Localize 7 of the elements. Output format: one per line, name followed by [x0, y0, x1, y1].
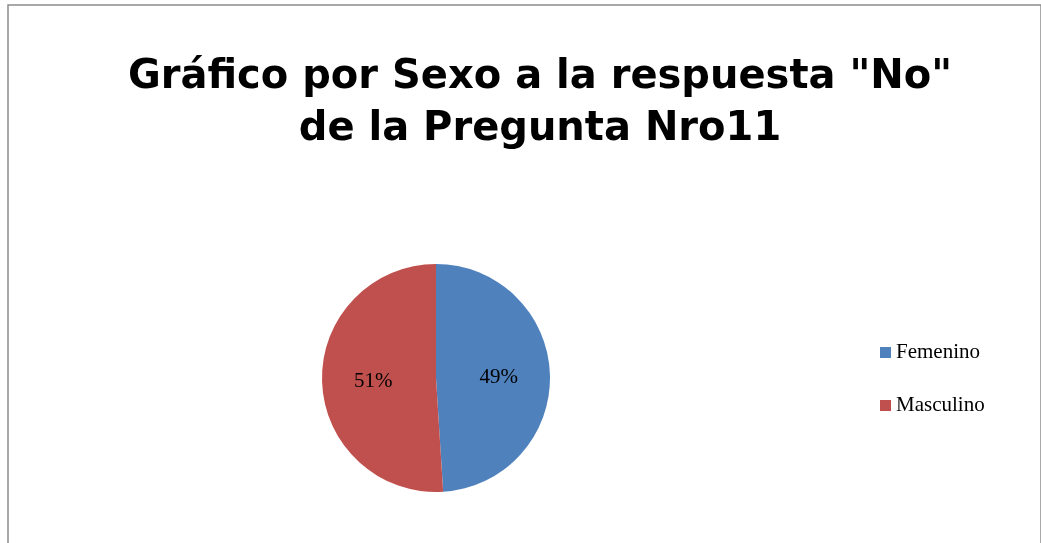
pie-slice — [436, 264, 550, 492]
data-label: 49% — [479, 364, 518, 389]
chart-title: Gráfico por Sexo a la respuesta "No" de la Pregunta Nro11 — [127, 51, 953, 149]
pie-slice — [322, 264, 444, 492]
legend-label: Masculino — [896, 392, 985, 416]
data-label: 51% — [354, 367, 393, 392]
legend-label: Femenino — [896, 339, 980, 363]
